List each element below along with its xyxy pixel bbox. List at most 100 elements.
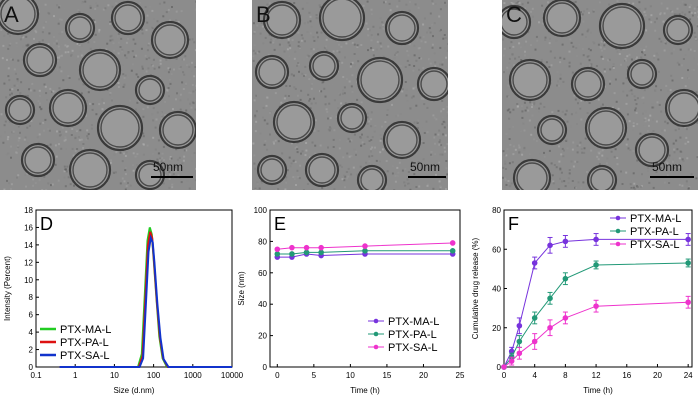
micrograph-noise-speckle [581,33,584,36]
micrograph-noise-speckle [48,12,51,15]
micrograph-noise-speckle [87,91,90,94]
micrograph-noise-speckle [415,186,418,188]
micrograph-noise-speckle [292,74,295,77]
micrograph-noise-speckle [146,49,149,52]
micrograph-noise-speckle [549,50,552,53]
micrograph-noise-speckle [634,109,637,112]
micrograph-noise-speckle [523,146,526,149]
micrograph-noise-speckle [340,45,343,48]
micrograph-noise-speckle [434,61,437,64]
micrograph-noise-speckle [188,63,191,66]
micrograph-noise-speckle [681,164,684,167]
micrograph-noise-speckle [38,89,41,92]
micrograph-noise-speckle [678,189,681,190]
micrograph-noise-speckle [7,152,10,155]
data-point [449,240,456,246]
micrograph-noise-speckle [78,78,81,81]
micrograph-noise-speckle [266,96,269,99]
micrograph-noise-speckle [652,130,655,132]
micrograph-noise-speckle [313,77,316,80]
micrograph-noise-speckle [71,49,74,52]
micrograph-noise-speckle [169,19,171,22]
micrograph-noise-speckle [350,139,353,142]
x-tick-label: 1000 [184,371,202,380]
micrograph-noise-speckle [63,7,66,10]
micrograph-noise-speckle [327,146,329,149]
micrograph-noise-speckle [56,4,58,7]
micrograph-noise-speckle [65,130,68,133]
micrograph-noise-speckle [579,62,582,65]
micrograph-noise-speckle [253,154,256,157]
micrograph-noise-speckle [590,65,593,68]
micrograph-noise-speckle [673,13,676,16]
micrograph-noise-speckle [405,183,408,186]
micrograph-noise-speckle [636,97,639,100]
legend-label: PTX-SA-L [630,239,680,251]
micrograph-noise-speckle [94,33,97,36]
micrograph-noise-speckle [60,54,63,57]
x-tick-label: 10 [110,371,119,380]
micrograph-noise-speckle [653,54,656,57]
micrograph-c: C 50nm [502,0,698,190]
micrograph-noise-speckle [145,70,148,73]
micrograph-noise-speckle [323,46,326,49]
micrograph-noise-speckle [259,132,262,135]
micrograph-noise-speckle [602,40,605,42]
micrograph-noise-speckle [7,136,10,138]
micrograph-noise-speckle [553,181,556,184]
micrograph-noise-speckle [438,180,441,183]
micrograph-noise-speckle [308,78,311,81]
micrograph-noise-speckle [271,153,274,156]
micrograph-noise-speckle [136,164,139,166]
micrograph-noise-speckle [288,156,291,159]
micrograph-noise-speckle [383,1,385,4]
micrograph-noise-speckle [600,105,603,108]
micrograph-noise-speckle [616,50,619,53]
micrograph-noise-speckle [273,43,276,46]
micrograph-noise-speckle [394,53,397,56]
micrograph-noise-speckle [55,39,58,42]
vesicle [64,12,96,44]
y-tick-label: 2 [29,346,34,355]
micrograph-noise-speckle [10,183,13,186]
micrograph-noise-speckle [56,130,58,133]
data-point [318,249,324,256]
micrograph-noise-speckle [339,164,342,167]
micrograph-noise-speckle [88,95,91,98]
micrograph-noise-speckle [432,2,435,5]
micrograph-noise-speckle [121,177,124,180]
micrograph-noise-speckle [340,102,343,105]
micrograph-noise-speckle [336,123,339,125]
micrograph-noise-speckle [538,21,540,24]
micrograph-noise-speckle [110,159,113,162]
micrograph-noise-speckle [194,99,196,102]
micrograph-a-image [0,0,196,190]
micrograph-noise-speckle [341,178,344,181]
data-point [593,262,599,268]
micrograph-noise-speckle [114,171,117,174]
micrograph-noise-speckle [393,57,396,60]
micrograph-noise-speckle [586,8,589,11]
micrograph-noise-speckle [429,58,432,61]
micrograph-noise-speckle [608,3,610,6]
micrograph-noise-speckle [528,153,531,156]
micrograph-noise-speckle [343,92,346,95]
micrograph-noise-speckle [127,37,129,40]
micrograph-noise-speckle [117,86,120,88]
micrograph-noise-speckle [195,84,196,87]
micrograph-noise-speckle [562,80,565,83]
micrograph-noise-speckle [71,147,74,150]
micrograph-noise-speckle [137,75,140,78]
micrograph-noise-speckle [113,153,116,156]
micrograph-noise-speckle [415,104,418,107]
micrograph-noise-speckle [72,154,75,157]
micrograph-noise-speckle [575,123,578,125]
micrograph-noise-speckle [673,148,675,151]
micrograph-noise-speckle [156,20,159,23]
micrograph-noise-speckle [529,101,532,104]
micrograph-noise-speckle [15,151,17,154]
y-tick-label: 40 [492,285,501,294]
micrograph-noise-speckle [24,173,27,176]
micrograph-noise-speckle [254,52,257,55]
micrograph-noise-speckle [164,174,167,177]
